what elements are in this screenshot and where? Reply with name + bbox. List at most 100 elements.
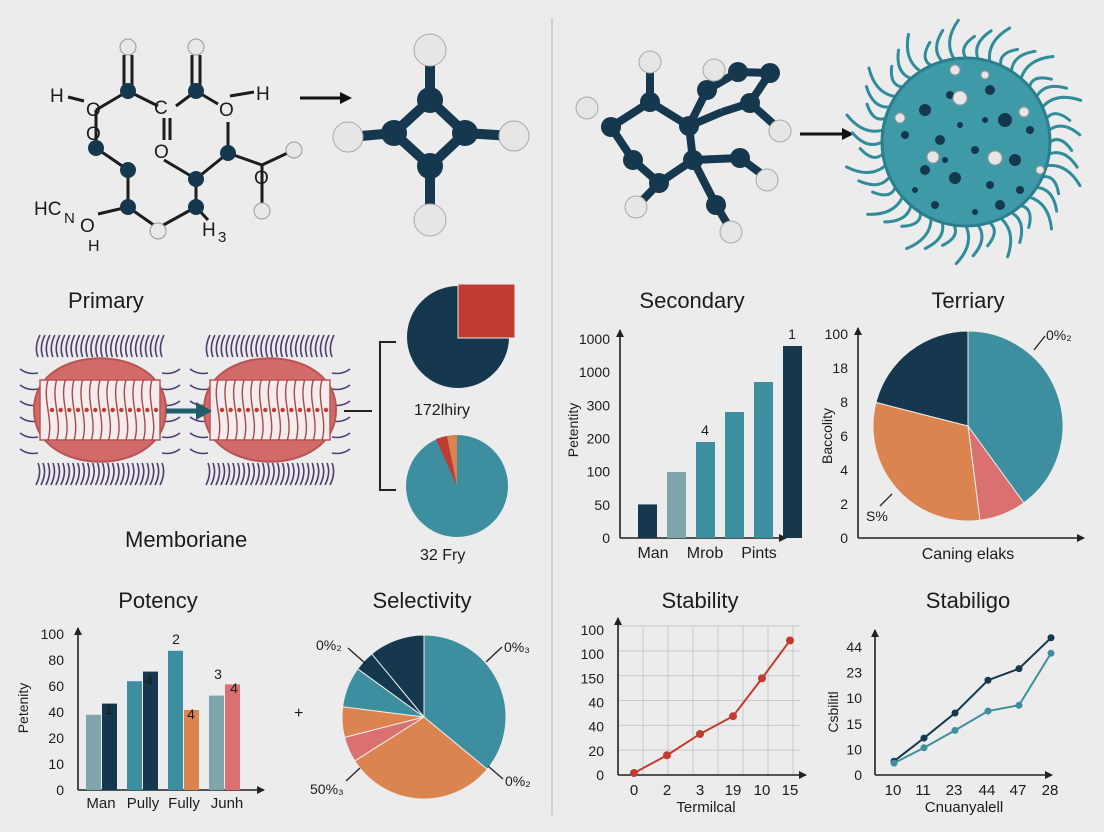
membrane-fringe bbox=[60, 462, 66, 486]
membrane-bead bbox=[153, 407, 159, 413]
pie-top bbox=[407, 283, 516, 388]
ligand-strand bbox=[1047, 151, 1079, 169]
y-tick-label: 4 bbox=[840, 462, 848, 478]
ligand-strand bbox=[954, 224, 970, 266]
membrane-fringe bbox=[45, 462, 51, 486]
membrane-lipid bbox=[80, 379, 86, 441]
membrane-fringe bbox=[210, 462, 216, 486]
annotation-leader bbox=[347, 647, 367, 665]
nanoparticle-dot bbox=[931, 201, 939, 209]
x-axis-arrow bbox=[1077, 534, 1085, 542]
data-point bbox=[920, 734, 928, 742]
membrane-fringe bbox=[284, 462, 290, 486]
ligand-strand bbox=[900, 211, 923, 228]
nanoparticle-ligands bbox=[845, 18, 1083, 266]
membrane-fringe bbox=[79, 462, 86, 486]
pie-annotation: S% bbox=[866, 508, 888, 524]
bar bbox=[754, 382, 773, 538]
ligand-strand bbox=[948, 18, 960, 61]
y-axis-label: Petenity bbox=[15, 683, 31, 734]
membrane-fringe bbox=[250, 334, 256, 358]
bar bbox=[696, 442, 715, 538]
membrane-fringe bbox=[269, 462, 275, 486]
x-tick-label: Man bbox=[86, 795, 115, 812]
membrane-fringe bbox=[215, 334, 221, 358]
ligand-strand bbox=[867, 66, 897, 99]
pie-slice bbox=[875, 330, 969, 427]
atom-carbon bbox=[220, 145, 236, 161]
membrane-fringe bbox=[331, 384, 351, 391]
bar bbox=[209, 695, 224, 790]
membrane-fringe bbox=[260, 334, 266, 358]
atom-carbon bbox=[188, 171, 204, 187]
membrane-fringe bbox=[114, 334, 121, 358]
pie-annotation: 0%₂ bbox=[316, 637, 342, 653]
membrane-fringe bbox=[161, 384, 181, 391]
ligand-strand bbox=[866, 195, 905, 216]
x-tick-label: 47 bbox=[1010, 782, 1027, 799]
bar bbox=[184, 710, 199, 790]
membrane-fringe bbox=[205, 462, 211, 486]
membrane-bead bbox=[136, 407, 141, 413]
membrane-fringe bbox=[215, 462, 221, 486]
membrane-fringe bbox=[331, 448, 351, 455]
x-axis-label: Termilcal bbox=[676, 799, 735, 816]
membrane-bead bbox=[237, 407, 242, 413]
pie-annotation: 0%₃ bbox=[504, 639, 530, 655]
nanoparticle-dot bbox=[982, 117, 988, 123]
y-axis-arrow bbox=[74, 627, 82, 635]
membrane-bead bbox=[280, 407, 285, 413]
membrane-fringe bbox=[19, 368, 39, 375]
atom-label: HC bbox=[34, 199, 61, 220]
ligand-strand bbox=[1035, 185, 1059, 213]
nanoparticle-dot bbox=[935, 135, 945, 145]
membrane-lipid bbox=[319, 379, 325, 441]
chart-stability: Stability 100 100 150 40 40 20 0 0 2 3 19 10 15 Termil… bbox=[581, 588, 807, 816]
molecule-atoms bbox=[332, 33, 530, 237]
series-line bbox=[633, 639, 791, 774]
pie-annotation: 50%₃ bbox=[310, 781, 344, 797]
membrane-fringe bbox=[109, 462, 115, 486]
y-axis-arrow bbox=[854, 327, 862, 335]
membrane-lipid bbox=[232, 379, 238, 441]
membrane-fringe bbox=[189, 432, 209, 439]
y-tick-label: 1000 bbox=[579, 364, 610, 380]
ligand-strand bbox=[871, 185, 897, 197]
membrane-fringe bbox=[124, 334, 130, 358]
plus-icon: + bbox=[294, 705, 303, 722]
pie-annotation: 0%₂ bbox=[1046, 327, 1072, 343]
membrane-bead bbox=[263, 407, 268, 413]
membrane-lipid bbox=[123, 379, 129, 441]
nanoparticle-dot bbox=[949, 64, 961, 76]
y-axis-label: Petentity bbox=[565, 403, 581, 457]
pie-top-caption: 172lhiry bbox=[414, 402, 470, 419]
membrane-fringe bbox=[114, 462, 120, 486]
membrane-fringe bbox=[75, 334, 81, 358]
membrane-fringe bbox=[235, 334, 241, 358]
membrane-fringe bbox=[249, 462, 256, 486]
membrane-fringe bbox=[134, 334, 140, 358]
nanoparticle-dot bbox=[1035, 165, 1045, 175]
bar bbox=[225, 684, 240, 790]
ligand-strand bbox=[896, 48, 913, 81]
x-axis-label: Cnuanyalell bbox=[925, 799, 1003, 816]
nanoparticle-dot bbox=[1026, 126, 1034, 134]
pie-slice bbox=[423, 634, 507, 770]
atom-hydrogen bbox=[149, 222, 167, 240]
square-molecule bbox=[332, 33, 530, 237]
atom-hydrogen bbox=[285, 141, 303, 159]
ligand-strand bbox=[975, 29, 993, 61]
membrane-fringe bbox=[144, 462, 150, 486]
bar bbox=[168, 650, 183, 790]
atom-label: C bbox=[154, 98, 168, 119]
atom-label: O bbox=[254, 168, 269, 189]
y-tick-label: 100 bbox=[587, 464, 611, 480]
membrane-fringe bbox=[189, 448, 209, 455]
membrane-bead bbox=[119, 407, 124, 413]
data-point bbox=[951, 726, 959, 734]
membrane-fringe bbox=[205, 334, 211, 358]
y-tick-label: 100 bbox=[41, 626, 65, 642]
membrane-lipid bbox=[140, 379, 146, 441]
ligand-strand bbox=[857, 175, 892, 187]
